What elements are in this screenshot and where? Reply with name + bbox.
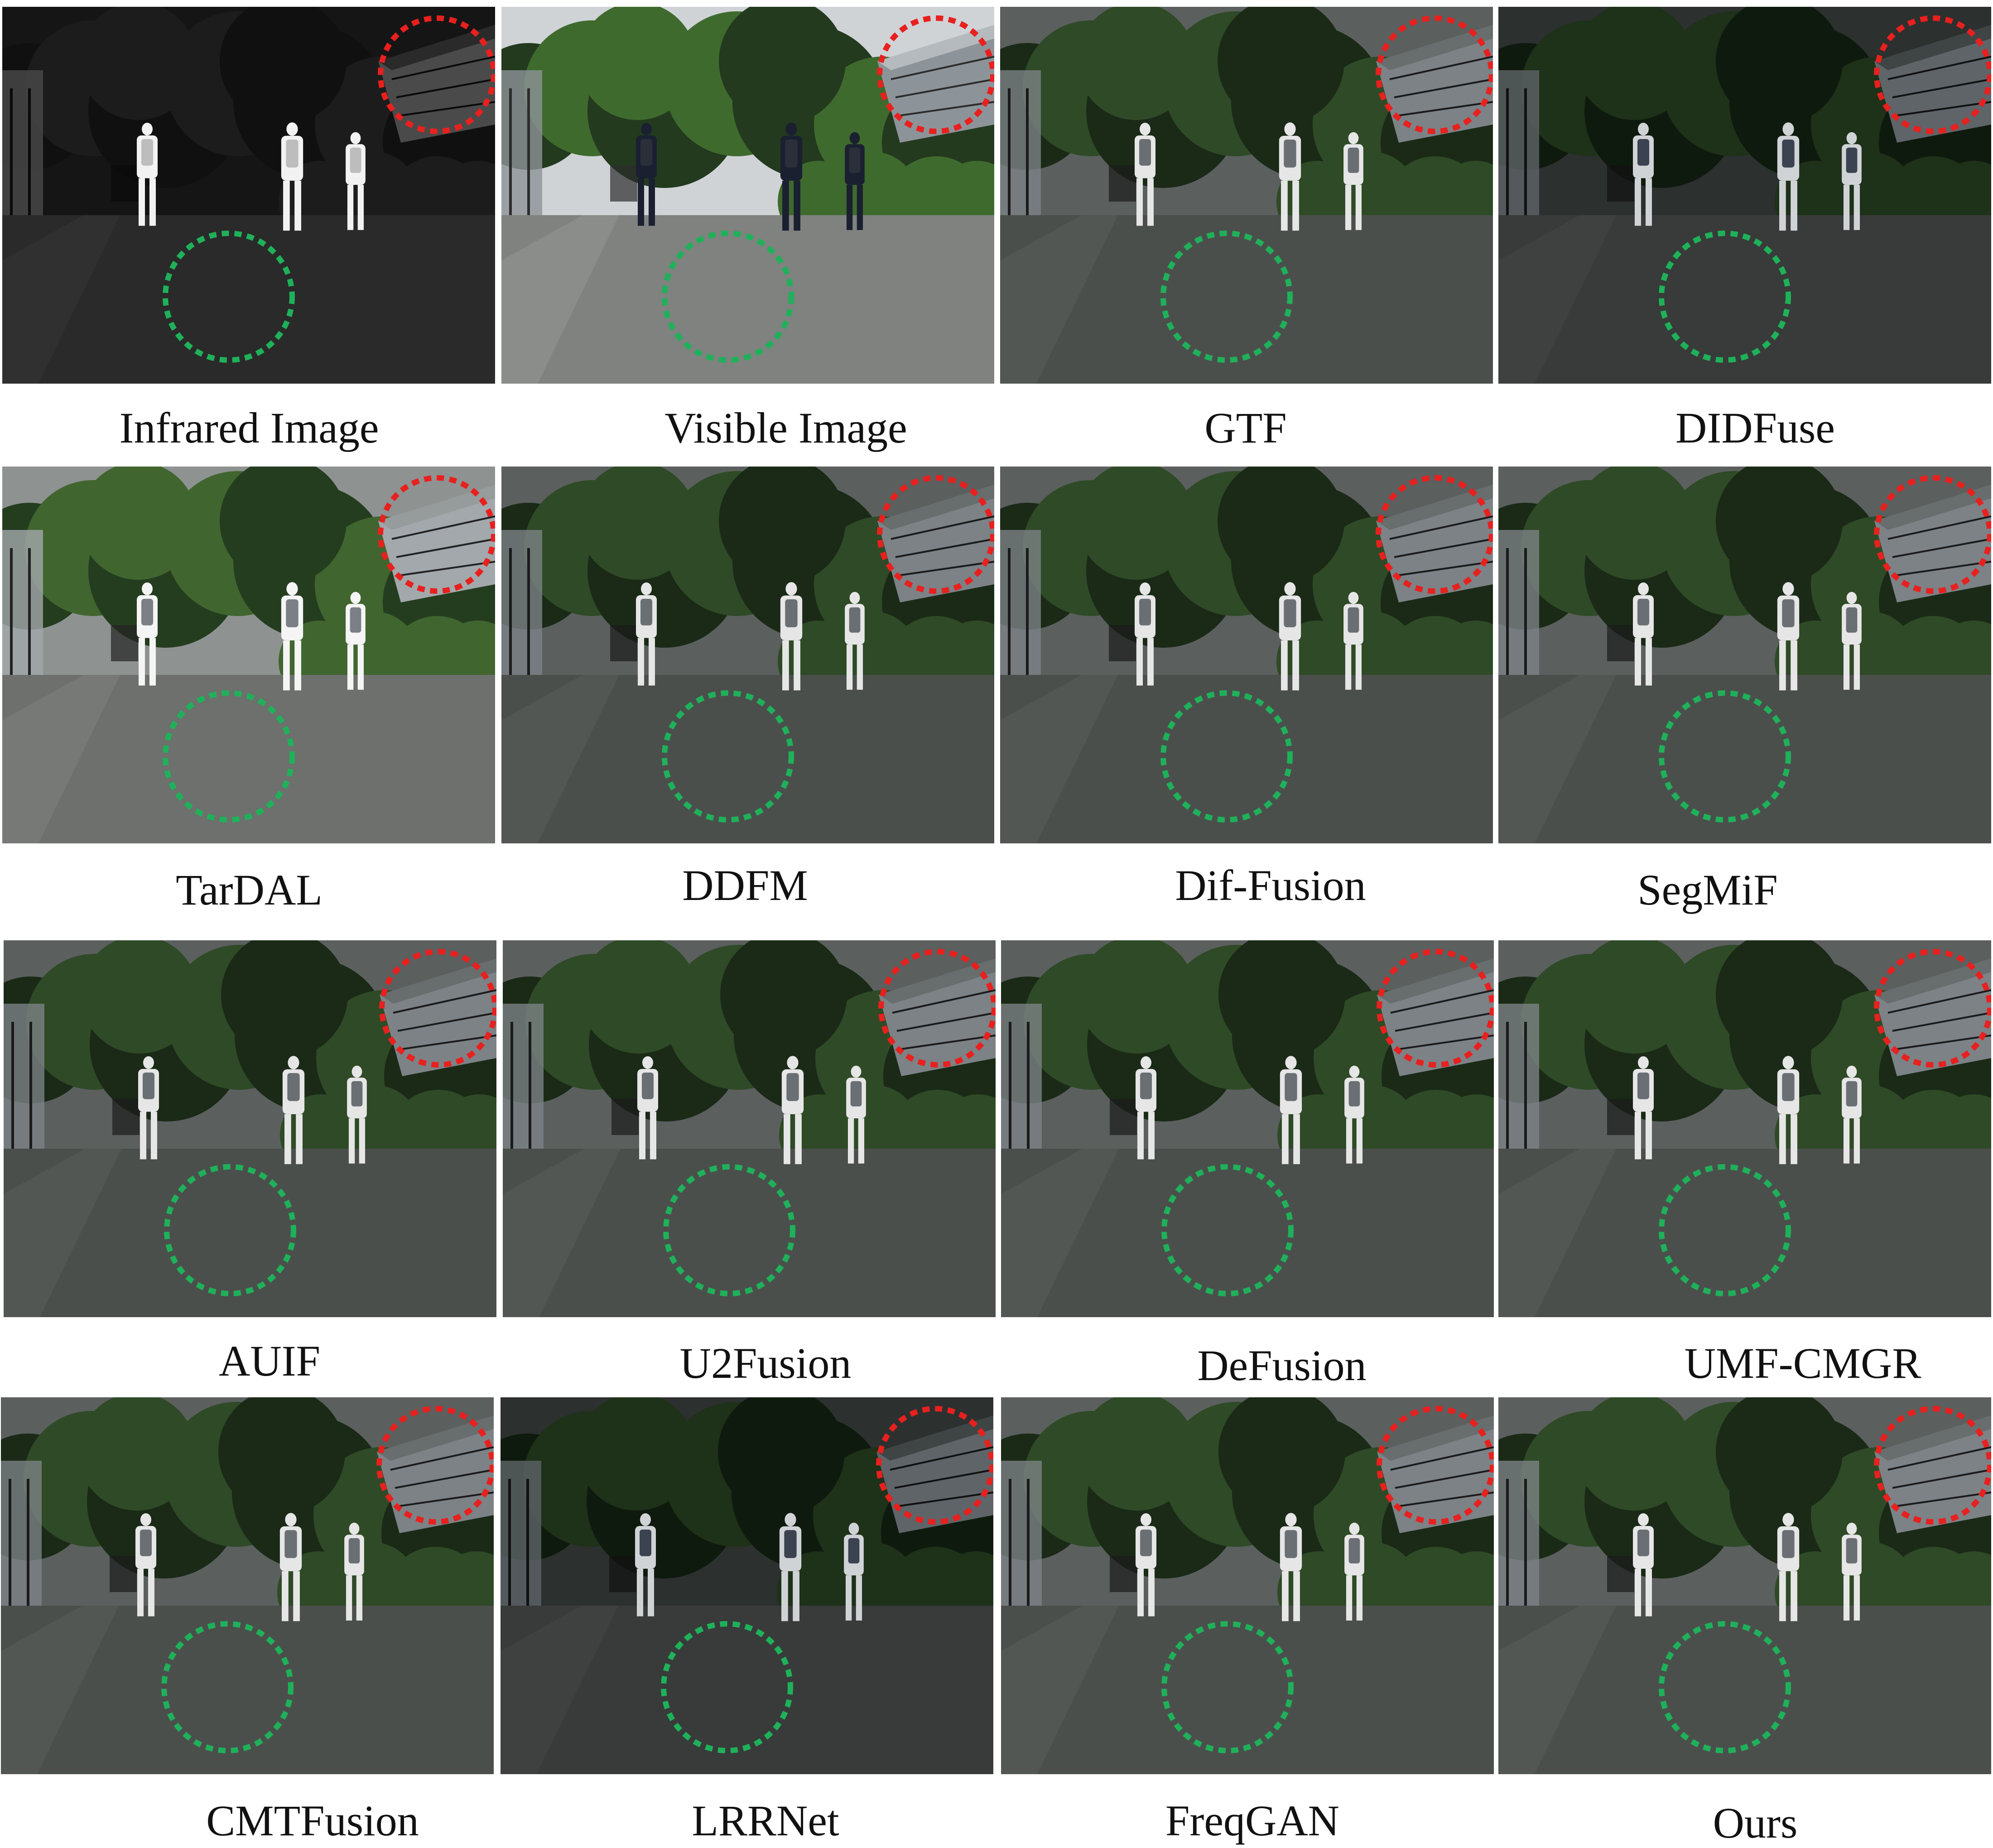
panel-image	[1001, 940, 1494, 1317]
panel-image	[501, 1397, 993, 1774]
panel-label: Infrared Image	[119, 404, 379, 452]
panel-label: GTF	[1204, 404, 1287, 452]
panel-label: CMTFusion	[206, 1796, 419, 1845]
panel-image	[1498, 1397, 1991, 1774]
panel-label: DIDFuse	[1675, 404, 1835, 452]
panel-label: TarDAL	[176, 866, 323, 914]
panel-label: DeFusion	[1197, 1341, 1367, 1390]
panel-image	[1498, 940, 1991, 1317]
panel-image	[1000, 467, 1493, 843]
panel-label: DDFM	[682, 861, 808, 910]
panel-image	[503, 940, 996, 1317]
panel-image	[501, 467, 994, 843]
panel-image	[4, 940, 496, 1317]
panel-label: FreqGAN	[1165, 1796, 1339, 1845]
panel-image	[1001, 1397, 1494, 1774]
panel-image	[2, 467, 495, 843]
panel-label: Visible Image	[664, 404, 907, 452]
panel-label: AUIF	[218, 1337, 320, 1385]
panel-image	[1498, 467, 1991, 843]
panel-label: SegMiF	[1637, 866, 1778, 914]
panel-label: Ours	[1713, 1799, 1798, 1847]
panel-image	[1498, 7, 1991, 384]
panel-label: U2Fusion	[679, 1339, 852, 1387]
panel-image	[2, 7, 495, 384]
panel-image	[1, 1397, 494, 1774]
panel-label: UMF-CMGR	[1684, 1339, 1921, 1387]
panel-label: LRRNet	[692, 1796, 839, 1845]
panel-label: Dif-Fusion	[1175, 861, 1366, 910]
panel-image	[501, 7, 994, 384]
panel-image	[1000, 7, 1493, 384]
